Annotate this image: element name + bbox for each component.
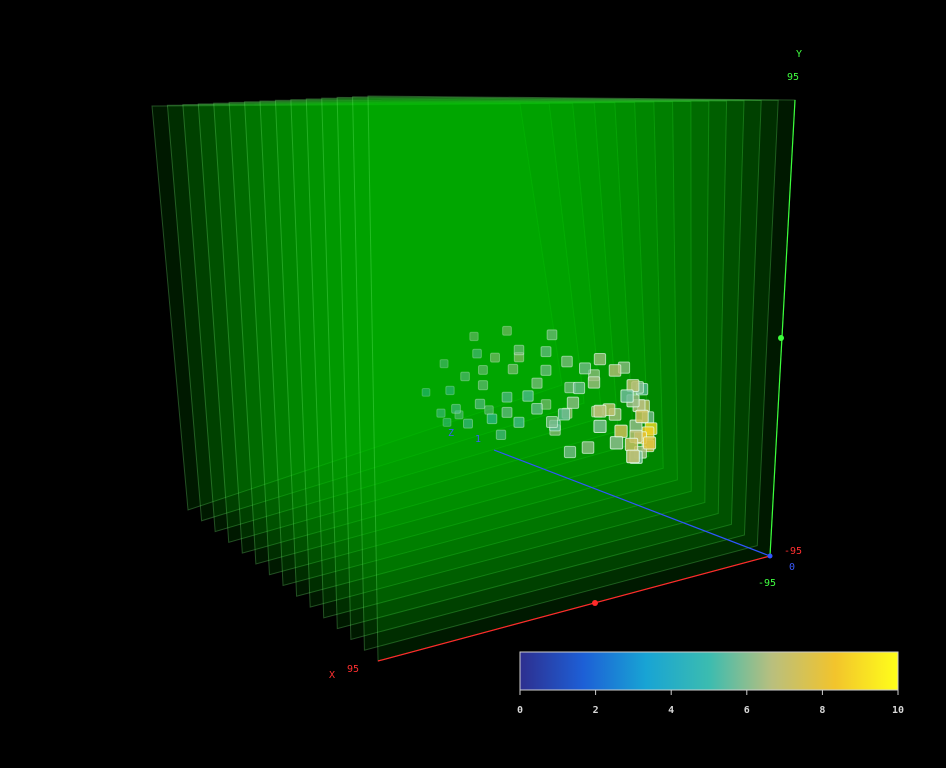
data-point [490, 352, 500, 363]
data-points [421, 325, 658, 464]
data-point [620, 389, 634, 403]
data-point [561, 355, 573, 368]
y-axis-start-label: -95 [758, 578, 776, 589]
z-axis-line [493, 449, 771, 557]
data-point [626, 449, 640, 464]
data-point [522, 390, 534, 402]
data-point [563, 445, 577, 459]
colorbar-tick-label: 4 [668, 705, 674, 716]
volume-slice [244, 101, 664, 576]
data-point [557, 408, 571, 421]
data-point [451, 403, 461, 414]
data-point [513, 344, 525, 356]
y-axis-line [769, 99, 796, 557]
x-axis-line [377, 555, 771, 662]
volume-slice [290, 99, 710, 608]
data-point [587, 376, 601, 389]
volume-slice [259, 100, 678, 587]
data-point [540, 364, 552, 376]
data-point [495, 429, 507, 441]
colorbar-tick-label: 6 [744, 705, 750, 716]
data-point [469, 331, 479, 342]
y-axis-midpoint-marker [778, 335, 784, 341]
volume-slice [352, 96, 779, 651]
colorbar-tick-label: 8 [819, 705, 825, 716]
colorbar: 0 2 4 6 8 10 [517, 651, 904, 716]
x-axis-midpoint-marker [592, 600, 598, 606]
data-point [477, 380, 489, 391]
volume-slice [321, 97, 745, 630]
colorbar-tick-label: 2 [593, 705, 599, 716]
x-axis-start-label: -95 [784, 546, 802, 557]
volume-slice [274, 99, 692, 597]
data-point [484, 405, 494, 415]
data-point [593, 404, 607, 418]
data-point [540, 346, 552, 358]
z-axis-start-label: 0 [789, 562, 795, 573]
data-point [460, 371, 470, 382]
volume-slice [228, 101, 650, 565]
data-point [439, 359, 449, 369]
data-point [593, 419, 607, 433]
data-point [614, 424, 628, 438]
data-point [581, 441, 595, 454]
data-point [566, 396, 580, 409]
data-point [593, 353, 607, 366]
data-point [579, 362, 591, 375]
volume-slices [151, 95, 796, 662]
data-point [507, 363, 519, 375]
colorbar-ticks: 0 2 4 6 8 10 [517, 690, 904, 716]
data-point [486, 413, 498, 425]
x-axis-label: X [329, 670, 335, 681]
data-point [531, 403, 543, 415]
data-point [635, 409, 649, 424]
data-point [643, 436, 657, 450]
data-point [463, 418, 473, 429]
data-point [609, 436, 624, 450]
data-point [502, 325, 512, 336]
data-point [436, 408, 446, 418]
data-point [478, 365, 488, 375]
volume-slice [367, 95, 796, 662]
z-axis-end-label: 1 [475, 434, 481, 445]
z-axis-label: Z [448, 428, 454, 439]
data-point [442, 417, 452, 427]
data-point [531, 377, 543, 389]
data-point [421, 388, 431, 397]
data-point [546, 416, 558, 428]
data-point [572, 381, 586, 395]
axes: X 95 -95 Y 95 -95 0 1 Z [329, 49, 802, 681]
data-point [445, 385, 455, 396]
data-point [624, 437, 639, 452]
data-point [472, 348, 482, 359]
y-axis-label: Y [796, 49, 802, 60]
x-axis-end-label: 95 [347, 664, 359, 675]
data-point [546, 329, 558, 341]
y-axis-end-label: 95 [787, 72, 799, 83]
data-point [513, 416, 525, 428]
data-point [474, 398, 486, 410]
data-point [501, 406, 513, 418]
z-axis-origin-marker [767, 553, 773, 559]
data-point [501, 391, 513, 403]
colorbar-gradient [519, 651, 899, 691]
data-point [608, 364, 622, 377]
colorbar-tick-label: 10 [892, 705, 904, 716]
volume-slice [182, 102, 603, 533]
volume-slice [166, 103, 585, 522]
colorbar-tick-label: 0 [517, 705, 523, 716]
